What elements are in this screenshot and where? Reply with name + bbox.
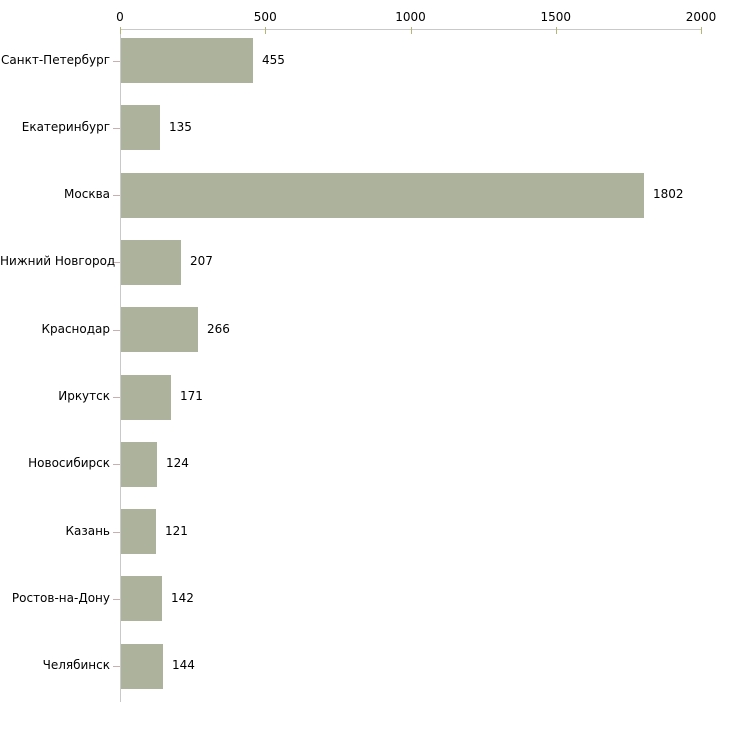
x-tick-label: 500	[253, 10, 277, 24]
bar-value-label: 1802	[653, 187, 684, 201]
bar	[121, 442, 157, 487]
x-tick	[410, 27, 412, 34]
category-label: Санкт-Петербург	[1, 53, 110, 67]
category-label: Екатеринбург	[21, 120, 110, 134]
category-tick	[113, 532, 120, 533]
category-label: Ростов-на-Дону	[11, 591, 110, 605]
x-tick-label: 1000	[395, 10, 426, 24]
category-label: Москва	[64, 187, 110, 201]
bar-value-label: 455	[262, 53, 285, 67]
x-tick	[120, 27, 121, 34]
bar	[121, 576, 162, 621]
category-tick	[113, 666, 120, 667]
bar	[121, 307, 198, 352]
bar-value-label: 266	[207, 322, 230, 336]
bar-value-label: 142	[171, 591, 194, 605]
bar	[121, 173, 644, 218]
bar	[121, 38, 253, 83]
bar-value-label: 207	[190, 254, 213, 268]
category-tick	[113, 195, 120, 196]
x-tick-label: 0	[116, 10, 124, 24]
bar	[121, 375, 171, 420]
category-tick	[113, 61, 120, 62]
bar	[121, 644, 163, 689]
category-label: Казань	[65, 524, 110, 538]
x-tick-label: 2000	[685, 10, 717, 24]
bar-value-label: 135	[169, 120, 192, 134]
bar-value-label: 171	[180, 389, 203, 403]
category-tick	[113, 599, 120, 600]
bar-value-label: 121	[165, 524, 188, 538]
category-label: Иркутск	[58, 389, 110, 403]
category-tick	[113, 330, 120, 331]
category-tick	[113, 397, 120, 398]
category-label: Краснодар	[41, 322, 110, 336]
bar	[121, 509, 156, 554]
bar-value-label: 144	[172, 658, 195, 672]
x-tick	[701, 27, 702, 34]
x-tick	[555, 27, 557, 34]
category-label: Новосибирск	[28, 456, 110, 470]
category-label: Челябинск	[42, 658, 110, 672]
category-tick	[113, 464, 120, 465]
bar	[121, 240, 181, 285]
category-tick	[113, 128, 120, 129]
bar-value-label: 124	[166, 456, 189, 470]
y-axis-line	[120, 29, 121, 702]
category-tick	[113, 262, 120, 263]
x-tick-label: 1500	[540, 10, 572, 24]
x-tick	[265, 27, 267, 34]
bar	[121, 105, 160, 150]
category-label: Нижний Новгород	[0, 254, 116, 268]
